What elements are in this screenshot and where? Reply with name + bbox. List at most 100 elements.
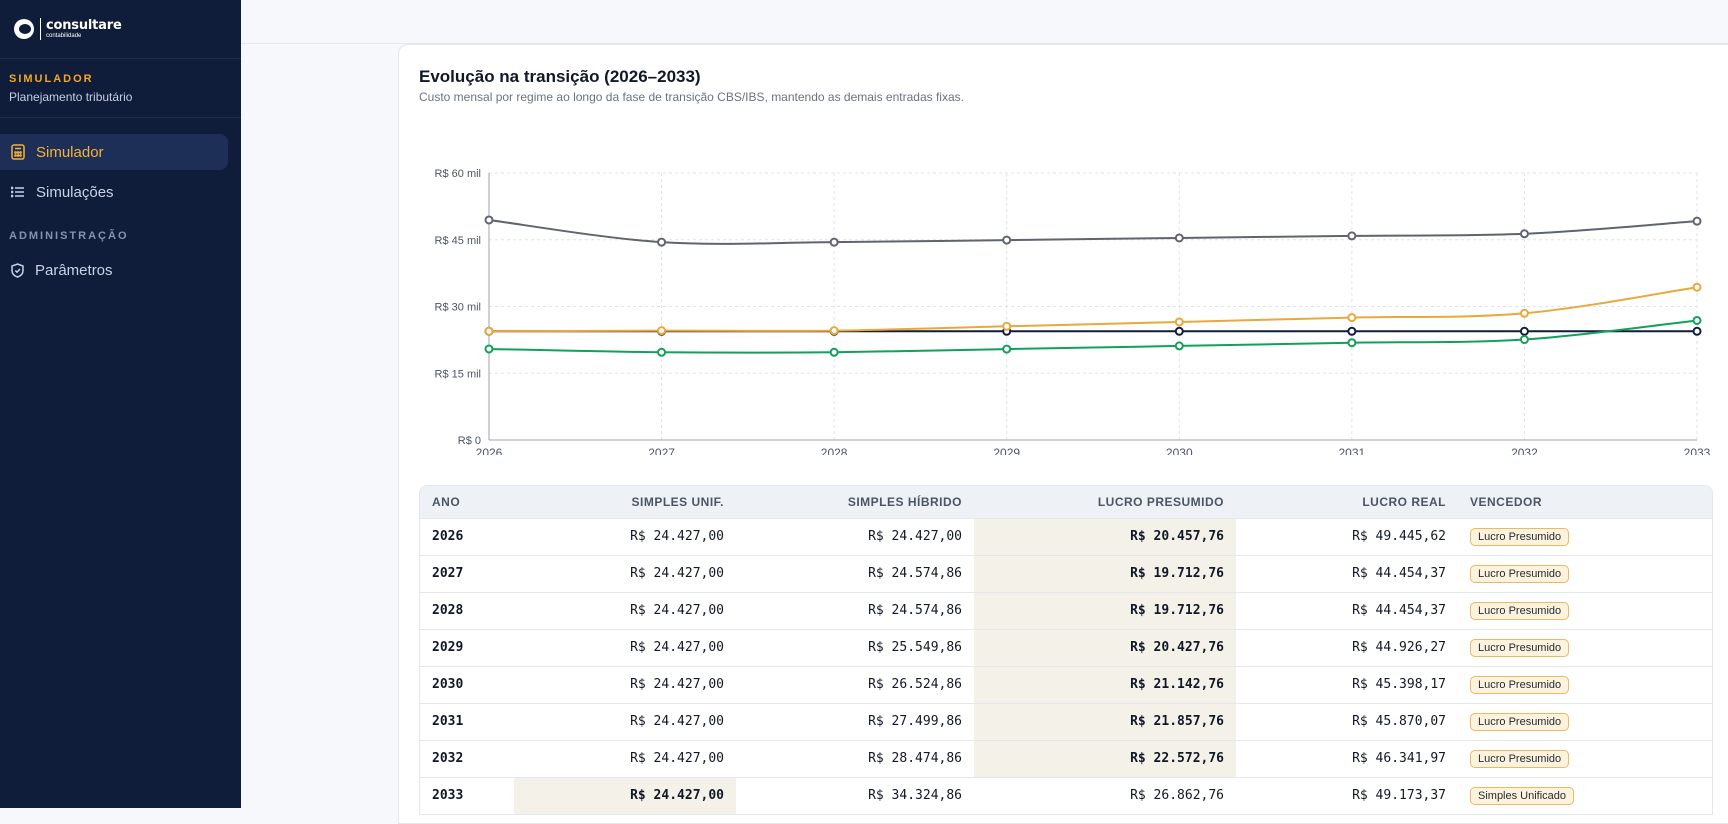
data-point <box>1174 317 1184 327</box>
calculator-icon <box>11 144 25 160</box>
shield-icon <box>11 262 24 278</box>
card-subtitle: Custo mensal por regime ao longo da fase… <box>419 90 964 104</box>
table-row[interactable]: 2031 R$ 24.427,00 R$ 27.499,86 R$ 21.857,76… <box>420 702 1712 740</box>
y-tick-label: R$ 60 mil <box>435 168 481 180</box>
col-header-lucro-presumido[interactable]: LUCRO PRESUMIDO <box>974 486 1236 518</box>
cell-lucro-presumido: R$ 19.712,76 <box>974 554 1236 592</box>
x-tick-label: 2028 <box>821 446 848 455</box>
series-line-2 <box>488 319 1698 354</box>
cell-vencedor: Lucro Presumido <box>1458 591 1712 629</box>
cell-simples-hibrido: R$ 26.524,86 <box>736 665 974 703</box>
winner-badge: Lucro Presumido <box>1470 712 1570 731</box>
cell-lucro-real: R$ 44.454,37 <box>1236 591 1458 629</box>
data-point <box>1692 282 1702 292</box>
cell-vencedor: Lucro Presumido <box>1458 702 1712 740</box>
series-line-1 <box>488 286 1698 333</box>
col-header-vencedor[interactable]: VENCEDOR <box>1458 486 1712 518</box>
x-tick-label: 2027 <box>648 446 675 455</box>
x-tick-label: 2031 <box>1339 446 1366 455</box>
sidebar-subtitle: Planejamento tributário <box>9 90 133 104</box>
cell-simples-hibrido: R$ 24.574,86 <box>736 554 974 592</box>
cell-simples-unif: R$ 24.427,00 <box>514 739 736 777</box>
col-header-ano[interactable]: ANO <box>420 486 514 518</box>
cell-simples-hibrido: R$ 24.574,86 <box>736 591 974 629</box>
x-tick-label: 2026 <box>476 446 503 455</box>
data-point <box>1519 335 1529 345</box>
cell-lucro-real: R$ 44.926,27 <box>1236 628 1458 666</box>
cell-simples-hibrido: R$ 28.474,86 <box>736 739 974 777</box>
sidebar-item-simulador[interactable]: Simulador <box>0 134 228 170</box>
data-point <box>1347 231 1357 241</box>
cell-simples-hibrido: R$ 34.324,86 <box>736 776 974 814</box>
data-point <box>657 326 667 336</box>
card-title: Evolução na transição (2026–2033) <box>419 67 701 86</box>
cell-ano: 2028 <box>420 591 514 629</box>
cell-simples-unif: R$ 24.427,00 <box>514 702 736 740</box>
data-point <box>1002 235 1012 245</box>
winner-badge: Lucro Presumido <box>1470 749 1570 768</box>
table-row[interactable]: 2027 R$ 24.427,00 R$ 24.574,86 R$ 19.712,76… <box>420 554 1712 592</box>
col-header-simples-hibrido[interactable]: SIMPLES HÍBRIDO <box>736 486 974 518</box>
y-tick-label: R$ 45 mil <box>435 235 481 247</box>
sidebar-kicker: SIMULADOR <box>9 73 94 85</box>
sidebar: consultare contabilidade SIMULADOR Plane… <box>0 0 241 808</box>
sidebar-item-label: Simulador <box>36 143 104 161</box>
sidebar-group-admin: ADMINISTRAÇÃO <box>9 230 129 242</box>
sidebar-item-simulacoes[interactable]: Simulações <box>0 174 228 210</box>
cell-simples-unif: R$ 24.427,00 <box>514 517 736 555</box>
cell-ano: 2026 <box>420 517 514 555</box>
winner-badge: Lucro Presumido <box>1470 675 1570 694</box>
cell-ano: 2033 <box>420 776 514 814</box>
cell-simples-unif: R$ 24.427,00 <box>514 776 736 814</box>
data-point <box>484 215 494 225</box>
cell-lucro-presumido: R$ 22.572,76 <box>974 739 1236 777</box>
cell-lucro-real: R$ 46.341,97 <box>1236 739 1458 777</box>
winner-badge: Lucro Presumido <box>1470 601 1570 620</box>
table-row[interactable]: 2032 R$ 24.427,00 R$ 28.474,86 R$ 22.572,76… <box>420 739 1712 777</box>
cell-ano: 2032 <box>420 739 514 777</box>
x-tick-label: 2030 <box>1166 446 1193 455</box>
brand-logo[interactable]: consultare contabilidade <box>0 0 241 59</box>
cell-vencedor: Lucro Presumido <box>1458 628 1712 666</box>
col-header-lucro-real[interactable]: LUCRO REAL <box>1236 486 1458 518</box>
col-header-simples-unif[interactable]: SIMPLES UNIF. <box>514 486 736 518</box>
data-point <box>829 326 839 336</box>
table-row[interactable]: 2026 R$ 24.427,00 R$ 24.427,00 R$ 20.457,76… <box>420 517 1712 555</box>
data-point <box>1692 326 1702 336</box>
sidebar-nav: Simulador Simulações ADMINISTRAÇÃO Parâm… <box>0 118 241 288</box>
cell-lucro-presumido: R$ 20.457,76 <box>974 517 1236 555</box>
cell-ano: 2031 <box>420 702 514 740</box>
table-row[interactable]: 2030 R$ 24.427,00 R$ 26.524,86 R$ 21.142,76… <box>420 665 1712 703</box>
data-point <box>484 326 494 336</box>
table-row[interactable]: 2028 R$ 24.427,00 R$ 24.574,86 R$ 19.712,76… <box>420 591 1712 629</box>
sidebar-item-parametros[interactable]: Parâmetros <box>0 252 228 288</box>
y-tick-label: R$ 30 mil <box>435 302 481 314</box>
data-point <box>1347 338 1357 348</box>
transition-table: ANO SIMPLES UNIF. SIMPLES HÍBRIDO LUCRO … <box>419 485 1713 815</box>
data-point <box>1692 315 1702 325</box>
sidebar-item-label: Simulações <box>36 183 114 201</box>
cell-lucro-presumido: R$ 21.857,76 <box>974 702 1236 740</box>
data-point <box>1174 326 1184 336</box>
data-point <box>829 347 839 357</box>
table-row[interactable]: 2029 R$ 24.427,00 R$ 25.549,86 R$ 20.427,76… <box>420 628 1712 666</box>
sidebar-header: SIMULADOR Planejamento tributário <box>0 59 241 118</box>
winner-badge: Lucro Presumido <box>1470 527 1570 546</box>
winner-badge: Simples Unificado <box>1470 786 1575 805</box>
logo-mark-icon <box>14 19 34 39</box>
cell-lucro-presumido: R$ 26.862,76 <box>974 776 1236 814</box>
data-point <box>1519 326 1529 336</box>
data-point <box>484 344 494 354</box>
table-row[interactable]: 2033 R$ 24.427,00 R$ 34.324,86 R$ 26.862,76… <box>420 776 1712 814</box>
data-point <box>1347 326 1357 336</box>
list-icon <box>11 186 24 198</box>
data-point <box>1519 308 1529 318</box>
cell-lucro-real: R$ 44.454,37 <box>1236 554 1458 592</box>
cell-lucro-real: R$ 45.870,07 <box>1236 702 1458 740</box>
cell-vencedor: Lucro Presumido <box>1458 517 1712 555</box>
data-point <box>1002 344 1012 354</box>
transition-card: Evolução na transição (2026–2033) Custo … <box>398 44 1728 824</box>
y-tick-label: R$ 15 mil <box>435 368 481 380</box>
table-header-row: ANO SIMPLES UNIF. SIMPLES HÍBRIDO LUCRO … <box>420 486 1712 518</box>
data-point <box>829 237 839 247</box>
